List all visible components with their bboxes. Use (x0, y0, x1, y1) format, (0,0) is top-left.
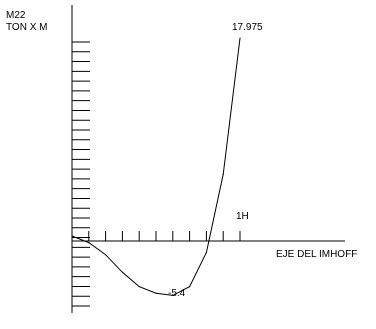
max-value-label: 17.975 (232, 22, 263, 33)
moment-data-point (222, 173, 224, 175)
moment-data-point (172, 294, 174, 296)
moment-data-point (155, 292, 157, 294)
x-axis-label: EJE DEL IMHOFF (276, 249, 357, 260)
moment-data-point (239, 37, 241, 39)
moment-data-point (105, 254, 107, 256)
y-axis-label-line2: TON X M (6, 22, 47, 33)
moment-data-point (189, 286, 191, 288)
moment-data-point (121, 271, 123, 273)
min-value-label: -5.4 (168, 288, 186, 299)
moment-data-point (138, 286, 140, 288)
moment-data-point (71, 235, 73, 237)
moment-data-point (205, 251, 207, 254)
x-end-label: 1H (236, 211, 249, 222)
y-axis-label-line1: M22 (6, 10, 26, 21)
moment-data-point (88, 242, 90, 244)
moment-curve-series-0 (71, 38, 241, 296)
